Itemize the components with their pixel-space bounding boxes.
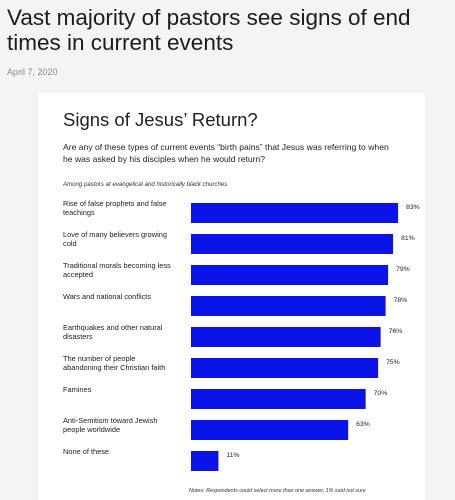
category-label-line: Earthquakes and other natural — [63, 323, 163, 332]
headline-line-1: Vast majority of pastors see signs of en… — [7, 5, 411, 30]
category-label-line: disasters — [63, 332, 93, 341]
article-headline: Vast majority of pastors see signs of en… — [7, 5, 452, 55]
question-line-2: he was asked by his disciples when he wo… — [63, 153, 266, 164]
value-label: 75% — [386, 359, 400, 366]
bar — [191, 203, 399, 223]
value-label: 79% — [396, 266, 410, 273]
chart-title: Signs of Jesus’ Return? — [63, 109, 258, 130]
category-label-line: abandoning their Christian faith — [63, 363, 165, 372]
bar — [191, 389, 366, 409]
value-label: 81% — [401, 235, 415, 242]
category-label-line: Wars and national conflicts — [63, 292, 151, 301]
chart-notes: Notes: Respondents could select more tha… — [189, 488, 366, 494]
category-label-line: The number of people — [63, 354, 135, 363]
category-label: Famines — [63, 385, 92, 394]
category-label-line: Love of many believers growing — [63, 230, 167, 239]
category-label: Earthquakes and other natural disasters — [63, 323, 163, 341]
chart-card: Signs of Jesus’ Return? Are any of these… — [38, 93, 425, 500]
category-label-line: teachings — [63, 208, 95, 217]
value-label: 83% — [406, 204, 420, 211]
bar — [191, 358, 379, 378]
category-label: Anti-Semitism toward Jewish people worldw… — [63, 416, 157, 434]
category-label: Wars and national conflicts — [63, 292, 151, 301]
bar — [191, 327, 381, 347]
bar — [191, 420, 349, 440]
value-label: 11% — [226, 452, 239, 459]
chart-subtitle: Among pastors at evangelical and histori… — [63, 181, 228, 188]
value-label: 78% — [394, 297, 408, 304]
article-date: April 7, 2020 — [7, 67, 58, 77]
category-label: The number of people abandoning their Chr… — [63, 354, 165, 372]
category-label-line: None of these — [63, 447, 109, 456]
headline-line-2: times in current events — [7, 30, 234, 55]
category-label-line: Rise of false prophets and false — [63, 199, 167, 208]
bar — [191, 234, 394, 254]
chart-question: Are any of these types of current events… — [63, 142, 419, 165]
value-label: 63% — [356, 421, 370, 428]
category-label-line: cold — [63, 239, 77, 248]
bar — [191, 451, 219, 471]
value-label: 76% — [389, 328, 403, 335]
category-label-line: accepted — [63, 270, 93, 279]
category-label: None of these — [63, 447, 109, 456]
category-label: Love of many believers growing cold — [63, 230, 167, 248]
category-label-line: Anti-Semitism toward Jewish — [63, 416, 157, 425]
category-label: Traditional morals becoming less accepted — [63, 261, 171, 279]
bar-chart: Rise of false prophets and false teaching… — [63, 199, 420, 471]
category-label-line: Traditional morals becoming less — [63, 261, 171, 270]
value-label: 70% — [374, 390, 388, 397]
category-label: Rise of false prophets and false teaching… — [63, 199, 167, 217]
category-label-line: Famines — [63, 385, 92, 394]
bar — [191, 265, 389, 285]
category-label-line: people worldwide — [63, 425, 120, 434]
bar — [191, 296, 386, 316]
question-line-1: Are any of these types of current events… — [63, 142, 389, 152]
